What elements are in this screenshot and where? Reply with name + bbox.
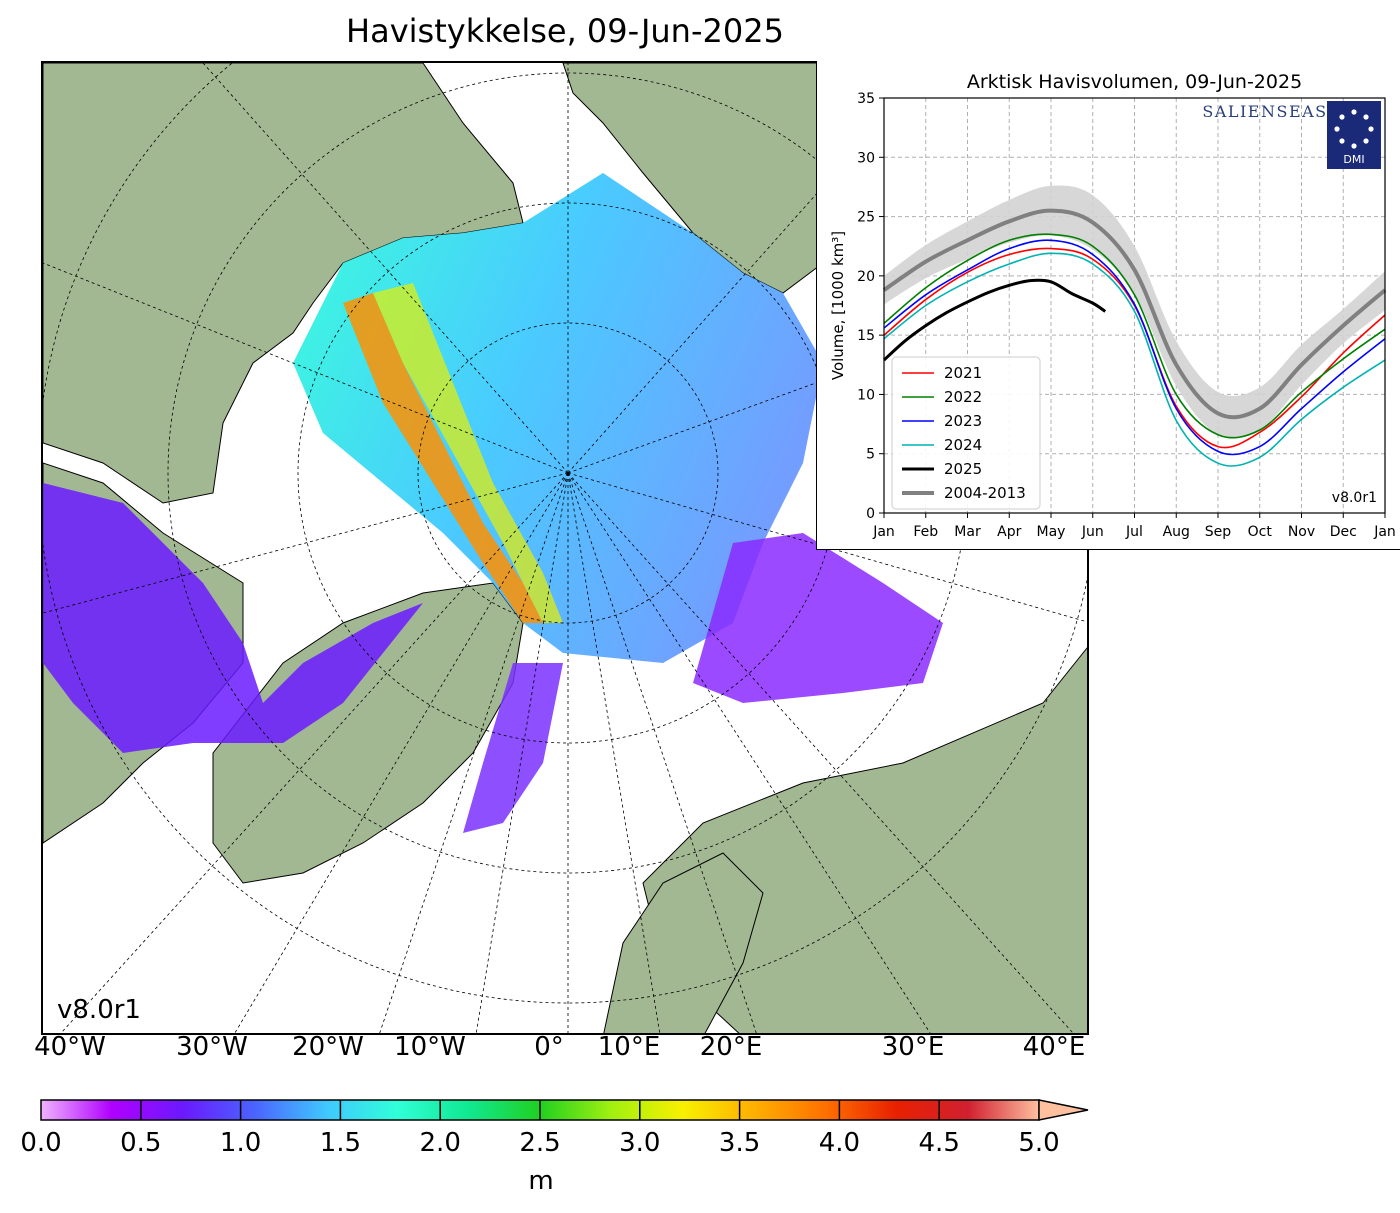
series-line-2022 [883,233,1386,439]
colorbar [40,1099,1089,1121]
colorbar-tick-label: 2.0 [419,1128,461,1158]
legend-box [891,356,1041,510]
colorbar-tick-label: 3.5 [718,1128,761,1158]
chart-version-label: v8.0r1 [1332,490,1377,506]
lon-label-40e: 40°E [1022,1032,1086,1062]
volume-chart-inset: Arktisk Havisvolumen, 09-Jun-2025 0 5 10 15 2… [816,61,1400,550]
colorbar-tick-label: 2.5 [519,1128,561,1158]
colorbar-unit: m [528,1166,554,1196]
volume-chart: Arktisk Havisvolumen, 09-Jun-2025 0 5 10 15 2… [829,71,1396,540]
land-scandinavia-russia [642,647,1087,1033]
sea-ice-yellow-band [373,283,563,623]
dmi-logo-dot [1368,126,1374,132]
x-tick-label: Sep [1205,524,1232,540]
legend-label: 2024 [944,436,982,454]
colorbar-tick-label: 4.0 [818,1128,861,1158]
legend-label: 2022 [944,388,982,406]
legend-label: 2025 [944,460,982,478]
x-tick-label: Feb [913,524,938,540]
land-greenland [212,582,524,884]
sea-ice-central [293,173,823,663]
map-canvas [43,63,1087,1033]
legend-label: 2023 [944,412,982,430]
dmi-logo-dot [1339,114,1345,120]
lon-label-10w: 10°W [394,1032,466,1062]
x-tick-label: Jun [1081,524,1104,540]
colorbar-tick-label: 0.5 [120,1128,162,1158]
lon-label-20e: 20°E [699,1032,763,1062]
land-scandinavia-peninsula [603,852,764,1033]
x-tick-label: Jan [872,524,895,540]
y-tick-label: 5 [866,447,875,463]
y-tick-label: 35 [857,91,875,107]
x-tick-label: Aug [1163,524,1190,540]
x-tick-label: Oct [1248,524,1273,540]
sea-ice-thin-east [693,533,943,703]
dmi-logo-dot [1334,126,1340,132]
dmi-logo-dot [1351,143,1357,149]
y-tick-label: 0 [866,506,875,522]
sea-ice-thick-band [343,293,543,623]
lon-label-30w: 30°W [176,1032,248,1062]
x-tick-label: Apr [997,524,1021,540]
sea-ice-baffin [43,483,423,753]
x-tick-label: Dec [1330,524,1357,540]
land-siberia [43,63,524,504]
series-line-2025 [882,278,1107,362]
chart-title: Arktisk Havisvolumen, 09-Jun-2025 [967,71,1302,93]
colorbar-tick-label: 5.0 [1018,1128,1060,1158]
x-tick-label: Nov [1288,524,1315,540]
colorbar-tick-label: 1.5 [319,1128,362,1158]
salienseas-logo: SALIENSEAS [1202,102,1327,121]
colorbar-tick-label: 1.0 [219,1128,262,1158]
colorbar-extend-arrow [1038,1099,1089,1121]
y-tick-label: 10 [857,387,875,403]
dmi-logo-dot [1351,109,1357,115]
lon-label-0: 0° [534,1032,564,1062]
map-title: Havistykkelse, 09-Jun-2025 [346,12,784,50]
series-line-2024 [883,252,1386,467]
y-axis-label: Volume, [1000 km³] [829,231,847,380]
x-tick-label: Mar [954,524,981,540]
colorbar-tick-label: 3.0 [619,1128,661,1158]
lon-label-10e: 10°E [597,1032,661,1062]
colorbar-tick-label: 0.0 [20,1128,62,1158]
legend-label: 2004-2013 [944,484,1026,502]
legend-label: 2021 [944,364,982,382]
lon-label-30e: 30°E [881,1032,945,1062]
chart-legend: 2021 2022 2023 2024 2025 2004-2013 [891,356,1041,510]
dmi-logo-dot [1363,114,1369,120]
x-tick-label: Jul [1125,524,1143,540]
y-tick-label: 15 [857,328,875,344]
x-tick-label: May [1037,524,1066,540]
series-line-2023 [883,239,1386,456]
sea-ice-fram [463,663,563,833]
dmi-logo-dot [1363,138,1369,144]
lon-label-20w: 20°W [292,1032,364,1062]
x-tick-label: Jan [1373,524,1396,540]
colorbar-tick-label: 4.5 [918,1128,960,1158]
dmi-logo-text: DMI [1343,153,1364,166]
lon-label-40w: 40°W [34,1032,106,1062]
y-tick-label: 20 [857,269,875,285]
climatology-mean-line [882,208,1387,420]
y-tick-label: 30 [857,150,875,166]
map-version-label: v8.0r1 [57,995,141,1025]
dmi-logo-dot [1339,138,1345,144]
y-tick-label: 25 [857,210,875,226]
